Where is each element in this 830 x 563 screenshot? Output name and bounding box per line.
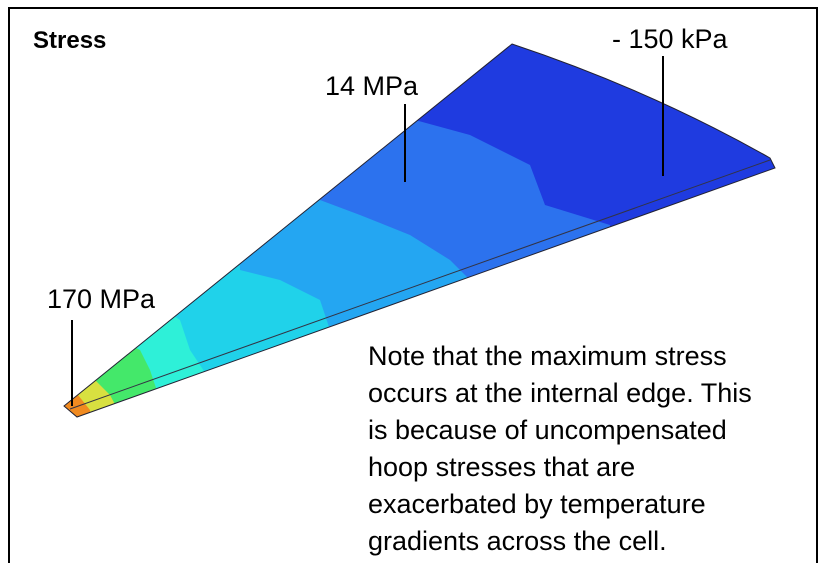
- region-yellow: [64, 44, 120, 417]
- note-line: exacerbated by temperature: [368, 489, 706, 519]
- annotation: - 150 kPa: [612, 24, 729, 54]
- region-orange: [64, 44, 95, 417]
- note-line: gradients across the cell.: [368, 526, 667, 556]
- note-line: occurs at the internal edge. This: [368, 378, 752, 408]
- edge-line: [69, 159, 771, 410]
- note-line: hoop stresses that are: [368, 452, 635, 482]
- note: Note that the maximum stress occurs at th…: [368, 341, 752, 556]
- title: Stress: [33, 27, 106, 54]
- region-aqua: [64, 44, 220, 417]
- annotation: 14 MPa: [325, 71, 419, 101]
- frame: [8, 7, 818, 563]
- note-line: Note that the maximum stress: [368, 341, 727, 371]
- note-line: is because of uncompensated: [368, 415, 727, 445]
- region-green: [64, 44, 170, 417]
- wedge-outline: [63, 43, 776, 418]
- annotation: 170 MPa: [47, 284, 156, 314]
